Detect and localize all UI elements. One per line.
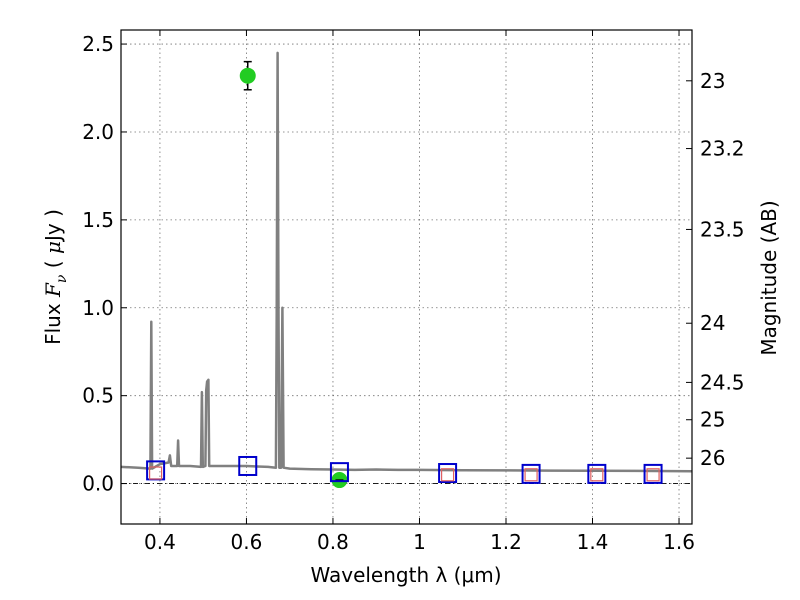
model-photometry-red-square: [524, 468, 538, 482]
x-axis-label: Wavelength λ (μm): [310, 563, 501, 587]
model-photometry-blue-square: [438, 463, 458, 484]
x-tick-label: 0.8: [317, 530, 349, 554]
y-axis-label: Flux Fν ( μJy ): [41, 209, 70, 345]
y2-tick-label: 23.2: [700, 137, 745, 161]
y2-axis-label: Magnitude (AB): [757, 200, 781, 355]
observed-point: [239, 67, 256, 84]
x-tick-label: 0.4: [144, 530, 176, 554]
y-tick-label: 1.0: [82, 296, 114, 320]
model-photometry-red-square: [440, 468, 455, 482]
model-photometry-blue-square: [329, 462, 349, 483]
x-tick-label: 1.6: [663, 530, 695, 554]
model-photometry-red-square: [646, 468, 660, 482]
model-photometry-red-square: [149, 466, 163, 480]
x-tick-label: 0.6: [231, 530, 263, 554]
sed-model-line: [120, 51, 693, 473]
y-tick-label: 2.0: [82, 120, 114, 144]
grid-lines: [121, 30, 692, 524]
model-photometry-blue-square: [587, 463, 607, 484]
x-tick-label: 1.2: [490, 530, 522, 554]
y-tick-label: 2.5: [82, 32, 114, 56]
model-photometry-red-square: [590, 468, 604, 482]
y2-tick-label: 24: [700, 311, 725, 335]
plot-area: [120, 51, 693, 489]
y-tick-label: 1.5: [82, 208, 114, 232]
model-photometry-blue-square: [643, 463, 663, 484]
y2-tick-label: 23.5: [700, 217, 745, 241]
y2-tick-label: 25: [700, 408, 725, 432]
axis-ticks: 0.4 0.6 0.8 1 1.2 1.4 1.6 0.0 0.5 1.0 1.5 2.0 2.5 23 2…: [82, 30, 745, 554]
model-photometry-blue-square: [521, 463, 541, 484]
y2-tick-label: 26: [700, 446, 725, 470]
y2-tick-label: 23: [700, 69, 725, 93]
y-tick-label: 0.0: [82, 472, 114, 496]
y-tick-label: 0.5: [82, 384, 114, 408]
y2-tick-label: 24.5: [700, 370, 745, 394]
x-tick-label: 1: [413, 530, 426, 554]
plot-frame: [120, 29, 693, 525]
model-photometry-blue-square: [238, 455, 258, 476]
x-tick-label: 1.4: [577, 530, 609, 554]
